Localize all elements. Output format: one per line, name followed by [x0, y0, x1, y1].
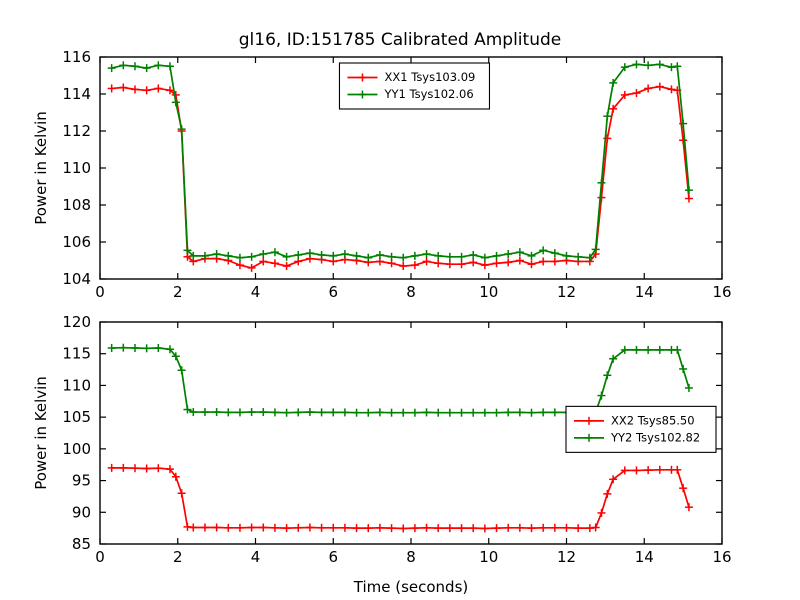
- marker-group: [107, 463, 693, 533]
- x-tick-label: 6: [328, 283, 338, 301]
- legend-entry: XX2 Tsys85.50: [574, 413, 695, 427]
- x-tick-label: 2: [173, 548, 183, 566]
- legend-entry: YY1 Tsys102.06: [347, 87, 474, 101]
- x-tick-label: 16: [712, 548, 731, 566]
- x-tick-label: 10: [479, 548, 498, 566]
- page-title: gl16, ID:151785 Calibrated Amplitude: [239, 30, 561, 50]
- y-tick-label: 112: [62, 122, 91, 140]
- legend-label: XX2 Tsys85.50: [611, 413, 695, 427]
- series-layer: [107, 60, 693, 272]
- x-tick-label: 4: [251, 548, 261, 566]
- y-tick-label: 100: [62, 440, 91, 458]
- x-tick-label: 0: [95, 548, 105, 566]
- bottom-plot-panel: 0 2 4 6 8 10 12 14 16 85 90 95 100 105 110 115 120 Power …: [32, 313, 732, 596]
- series-layer: [107, 343, 693, 533]
- legend: XX1 Tsys103.09 YY1 Tsys102.06: [338, 62, 491, 110]
- y-tick-label: 105: [62, 408, 91, 426]
- y-tick-label: 116: [62, 48, 91, 66]
- legend: XX2 Tsys85.50 YY2 Tsys102.82: [565, 405, 717, 453]
- y-tick-label: 110: [62, 159, 91, 177]
- y-tick-label: 106: [62, 233, 91, 251]
- x-tick-label: 14: [635, 283, 654, 301]
- x-tick-label: 0: [95, 283, 105, 301]
- x-tick-label: 4: [251, 283, 261, 301]
- y-tick-label: 85: [72, 535, 91, 553]
- x-tick-label: 8: [406, 283, 416, 301]
- legend-box: [565, 405, 717, 453]
- x-tick-label: 10: [479, 283, 498, 301]
- legend-label: YY2 Tsys102.82: [610, 430, 700, 444]
- x-tick-label: 2: [173, 283, 183, 301]
- y-axis-label: Power in Kelvin: [32, 376, 50, 490]
- x-tick-label: 12: [557, 548, 576, 566]
- x-tick-label: 6: [328, 548, 338, 566]
- x-axis-label: Time (seconds): [353, 578, 469, 596]
- legend-entry: YY2 Tsys102.82: [574, 430, 700, 444]
- marker-group: [107, 343, 693, 417]
- y-tick-label: 95: [72, 472, 91, 490]
- y-tick-label: 104: [62, 270, 91, 288]
- y-tick-label: 90: [72, 503, 91, 521]
- top-plot-panel: 0 2 4 6 8 10 12 14 16 104 106 108 110 112 114 116 Power …: [32, 48, 732, 301]
- y-axis-label: Power in Kelvin: [32, 111, 50, 225]
- marker-group: [107, 60, 693, 262]
- y-tick-label: 108: [62, 196, 91, 214]
- x-tick-label: 12: [557, 283, 576, 301]
- y-tick-label: 115: [62, 345, 91, 363]
- x-tick-label: 8: [406, 548, 416, 566]
- legend-box: [338, 62, 491, 110]
- y-tick-label: 120: [62, 313, 91, 331]
- legend-entry: XX1 Tsys103.09: [347, 70, 475, 84]
- legend-label: YY1 Tsys102.06: [383, 87, 473, 101]
- y-tick-label: 110: [62, 376, 91, 394]
- y-tick-label: 114: [62, 85, 91, 103]
- legend-label: XX1 Tsys103.09: [384, 70, 475, 84]
- x-tick-label: 16: [712, 283, 731, 301]
- x-tick-label: 14: [635, 548, 654, 566]
